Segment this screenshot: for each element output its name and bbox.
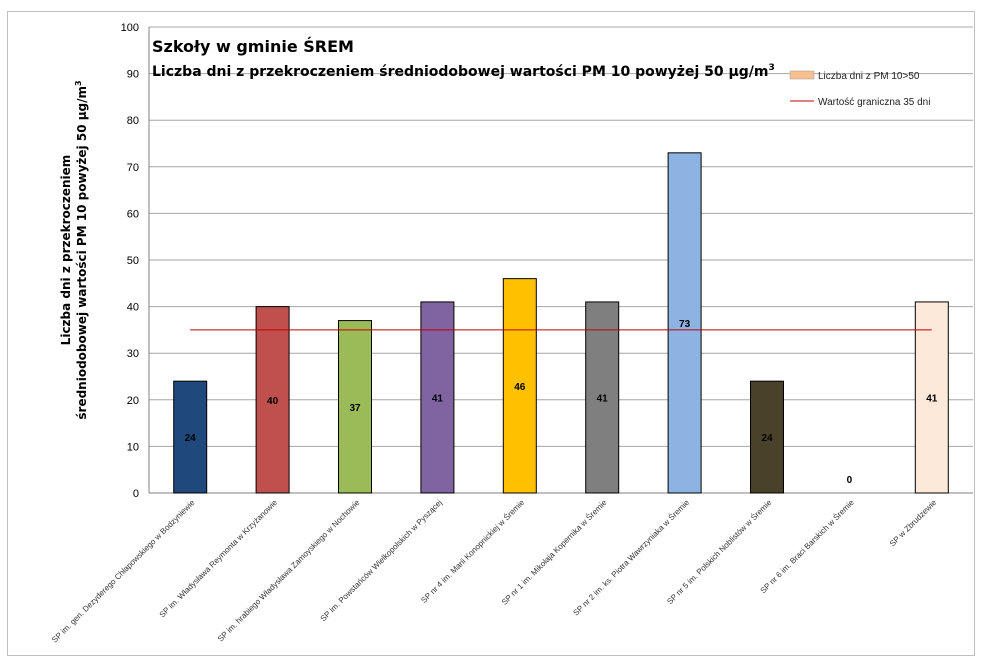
bar	[585, 301, 620, 494]
y-tick-label: 80	[127, 115, 139, 127]
y-axis-ticks: 0 10 20 30 40 50 60 70 80 90 100	[121, 22, 139, 500]
bars	[173, 152, 949, 494]
data-label: 24	[761, 433, 773, 444]
y-axis-label: Liczba dni z przekroczeniem średniodobow…	[59, 80, 89, 419]
x-tick-label: SP nr 5 im. Polskich Noblistów w Śremie	[665, 498, 774, 607]
bar	[914, 301, 949, 494]
y-tick-label: 90	[127, 69, 139, 81]
data-label: 0	[847, 475, 853, 486]
data-label: 24	[185, 433, 197, 444]
data-label: 73	[679, 319, 691, 330]
y-tick-label: 10	[127, 441, 139, 453]
chart-frame	[7, 11, 975, 656]
x-tick-label: SP w Zbrudzewie	[888, 498, 939, 549]
chart-subtitle: Liczba dni z przekroczeniem średniodobow…	[152, 63, 775, 80]
x-tick-label: SP im. hrabiego Władysława Zamoyskiego w…	[216, 498, 362, 644]
chart-title: Szkoły w gminie ŚREM	[152, 37, 354, 56]
legend-label-bars: Liczba dni z PM 10>50	[818, 71, 920, 82]
data-labels: 24 40 37 41 46 41 73 24 0 41	[185, 319, 938, 486]
y-tick-label: 100	[121, 22, 139, 34]
bar	[173, 380, 208, 494]
bar	[667, 152, 702, 494]
data-label: 41	[432, 393, 444, 404]
data-label: 40	[267, 396, 279, 407]
y-tick-label: 0	[133, 488, 139, 500]
bar	[502, 278, 537, 494]
data-label: 41	[926, 393, 938, 404]
x-tick-label: SP im. gen. Dezyderego Chłapowskiego w B…	[50, 498, 197, 645]
y-tick-label: 50	[127, 255, 139, 267]
legend-swatch-bars	[789, 70, 815, 80]
data-label: 46	[514, 382, 526, 393]
legend-label-threshold: Wartość graniczna 35 dni	[818, 97, 930, 108]
bar	[338, 320, 372, 494]
y-axis-label-line2: średniodobowej wartości PM 10 powyżej 50…	[74, 80, 89, 419]
x-axis-ticks: SP im. gen. Dezyderego Chłapowskiego w B…	[50, 498, 938, 645]
legend: Liczba dni z PM 10>50 Wartość graniczna …	[789, 70, 930, 108]
bar	[255, 306, 290, 494]
bar	[750, 380, 784, 494]
x-tick-label: SP nr 6 im. Braci Barskich w Śremie	[759, 498, 856, 595]
data-label: 37	[349, 403, 361, 414]
y-tick-label: 70	[127, 162, 139, 174]
data-label: 41	[597, 393, 609, 404]
y-axis-label-line1: Liczba dni z przekroczeniem	[59, 155, 73, 346]
y-tick-label: 40	[127, 302, 139, 314]
bar	[420, 301, 455, 494]
y-tick-label: 20	[127, 395, 139, 407]
y-tick-label: 60	[127, 208, 139, 220]
y-tick-label: 30	[127, 348, 139, 360]
